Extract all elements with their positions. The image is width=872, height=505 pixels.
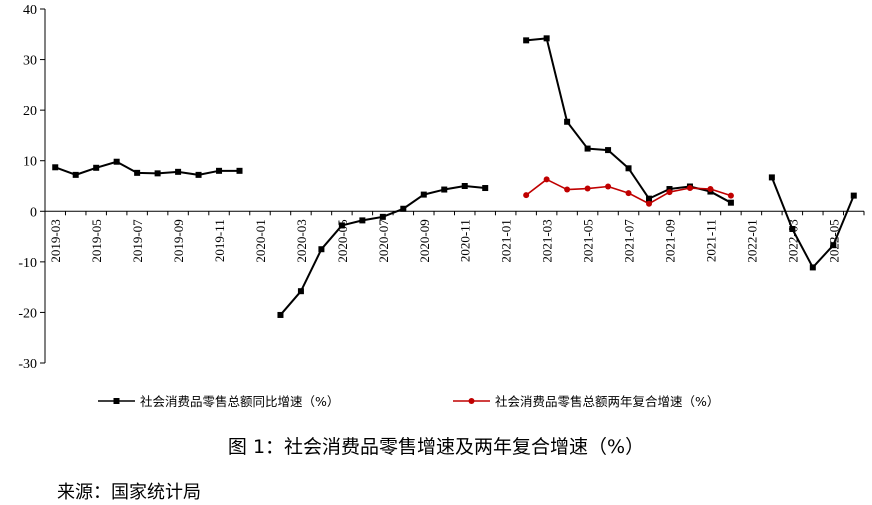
y-tick-label: 0 [30,205,37,220]
y-axis: -30 -20 -10 0 10 20 30 40 [18,3,46,372]
data-point [420,191,427,198]
data-point [666,189,673,196]
x-tick-label: 2020-11 [458,219,473,262]
x-tick-label: 2019-11 [212,219,227,262]
data-point [134,169,141,176]
data-point [768,174,775,181]
data-point [461,183,468,189]
data-point [707,186,714,193]
data-point [482,185,489,192]
data-point [318,246,325,253]
line-chart: -30 -20 -10 0 10 20 30 40 2019-03 2019-05 2019-07… [18,3,865,409]
x-tick-label: 2022-05 [826,219,841,262]
x-tick-label: 2022-01 [744,219,759,262]
data-point [605,147,612,154]
data-point [625,165,632,172]
data-point [359,217,366,224]
data-point [523,37,530,44]
x-tick-label: 2021-07 [622,219,637,263]
data-point [727,199,734,206]
data-point [297,288,304,295]
x-tick-label: 2021-05 [581,219,596,262]
figure-caption: 图 1：社会消费品零售增速及两年复合增速（%） [227,436,645,458]
data-point [646,195,653,202]
data-point [830,242,837,249]
x-axis: 2019-03 2019-05 2019-07 2019-09 2019-11 2020-… [44,210,865,263]
data-point [195,171,202,178]
legend-entry-yoy: 社会消费品零售总额同比增速（%） [98,394,339,409]
y-tick-label: -10 [18,256,37,271]
data-point [72,171,79,178]
series-yoy [52,35,857,318]
data-point [400,205,407,212]
x-tick-label: 2021-09 [662,219,677,262]
legend-label-two-year: 社会消费品零售总额两年复合增速（%） [495,394,719,409]
data-point [379,213,386,220]
series-two-year [523,176,734,207]
data-point [584,145,591,152]
x-tick-label: 2019-05 [89,219,104,262]
data-point [543,176,550,183]
y-tick-label: -20 [18,306,37,321]
x-tick-label: 2019-03 [48,219,63,262]
y-tick-label: 30 [23,54,37,69]
data-point [646,200,653,207]
x-tick-label: 2020-09 [417,219,432,262]
x-tick-label: 2020-07 [376,219,391,263]
y-tick-label: 10 [23,155,37,170]
x-tick-label: 2020-01 [253,219,268,262]
data-point [850,192,857,199]
legend-marker-two-year [468,398,475,404]
y-tick-label: 20 [23,104,37,119]
data-point [175,168,182,175]
x-tick-label: 2019-09 [171,219,186,262]
legend: 社会消费品零售总额同比增速（%） 社会消费品零售总额两年复合增速（%） [98,394,719,409]
series-line [54,37,855,316]
data-point [666,186,673,193]
data-point [277,311,284,318]
data-point [113,158,120,165]
data-point [625,190,632,197]
data-point [727,192,734,199]
legend-entry-two-year: 社会消费品零售总额两年复合增速（%） [453,394,719,409]
x-tick-label: 2021-01 [499,219,514,262]
data-point [338,222,345,229]
y-tick-label: -30 [18,357,37,372]
x-tick-label: 2019-07 [130,219,145,263]
data-point [52,164,59,171]
data-point [605,183,612,190]
data-point [809,264,816,271]
data-point [584,185,591,192]
data-point [523,192,530,199]
legend-marker-yoy [113,398,120,404]
data-point [216,167,223,174]
data-point [686,185,693,192]
x-tick-label: 2020-03 [294,219,309,262]
data-point [93,164,100,171]
x-tick-label: 2022-03 [785,219,800,262]
source-note: 来源：国家统计局 [57,482,201,503]
series-layer [52,35,857,318]
data-point [154,170,161,177]
data-point [789,225,796,232]
x-tick-label: 2021-11 [703,219,718,262]
y-tick-label: 40 [23,3,37,18]
legend-label-yoy: 社会消费品零售总额同比增速（%） [140,394,339,409]
data-point [564,118,571,125]
data-point [236,167,243,174]
x-tick-label: 2021-03 [540,219,555,262]
data-point [564,186,571,193]
data-point [543,35,550,42]
data-point [441,186,448,193]
